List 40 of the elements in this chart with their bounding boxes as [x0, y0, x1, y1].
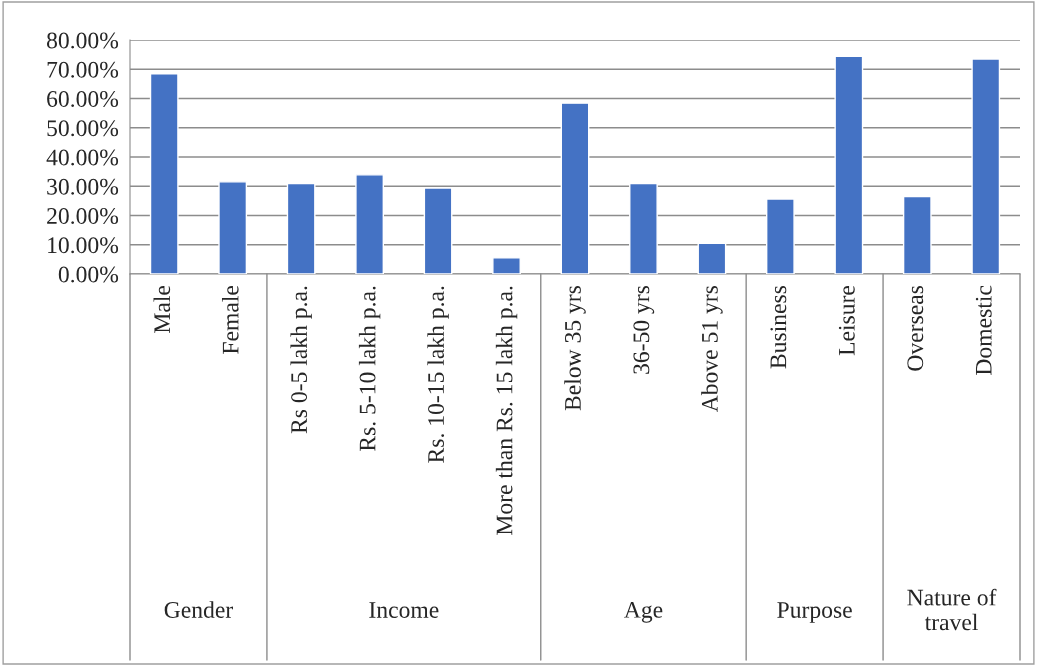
y-tick-label: 10.00% [48, 237, 119, 254]
x-tick-label: Below 35 yrs [564, 285, 586, 411]
x-tick-label: Leisure [838, 285, 855, 356]
bar [149, 73, 179, 274]
x-tick-label: More than Rs. 15 lakh p.a. [495, 286, 518, 535]
bar [355, 174, 385, 274]
bar [902, 195, 932, 274]
bar [629, 182, 658, 274]
text: Nature of travel [907, 588, 997, 631]
y-tick-label: 80.00% [47, 32, 119, 49]
text: Purpose [777, 602, 852, 623]
x-tick-label: Male [153, 285, 171, 333]
bar [286, 182, 316, 274]
y-tick-label: 40.00% [46, 149, 119, 166]
bar [423, 187, 453, 274]
x-tick-label: Female [221, 285, 239, 354]
text: Age [624, 602, 663, 623]
x-tick-label: Business [770, 285, 787, 369]
bar [834, 55, 864, 274]
y-tick-label: 50.00% [47, 120, 119, 137]
bar [492, 257, 521, 274]
x-tick-label: Overseas [907, 285, 924, 371]
x-tick-label: Above 51 yrs [701, 285, 723, 413]
bar [218, 181, 248, 274]
bar [971, 58, 1001, 274]
x-tick-label: Rs. 10-15 lakh p.a. [427, 286, 449, 463]
y-tick-label: 60.00% [47, 90, 119, 108]
y-tick-label: 30.00% [47, 178, 119, 195]
text: Income [369, 602, 439, 618]
bar [697, 242, 727, 274]
x-tick-label: Domestic [975, 285, 992, 375]
x-tick-label: Rs. 5-10 lakh p.a. [358, 286, 381, 452]
y-tick-label: 0.00% [58, 266, 119, 283]
x-tick-label: 36-50 yrs [633, 285, 655, 374]
bar [765, 198, 795, 274]
bar [560, 102, 590, 274]
text: Gender [164, 601, 233, 618]
x-tick-label: Rs 0-5 lakh p.a. [290, 286, 312, 434]
y-tick-label: 70.00% [47, 61, 119, 78]
y-tick-label: 20.00% [47, 207, 119, 225]
